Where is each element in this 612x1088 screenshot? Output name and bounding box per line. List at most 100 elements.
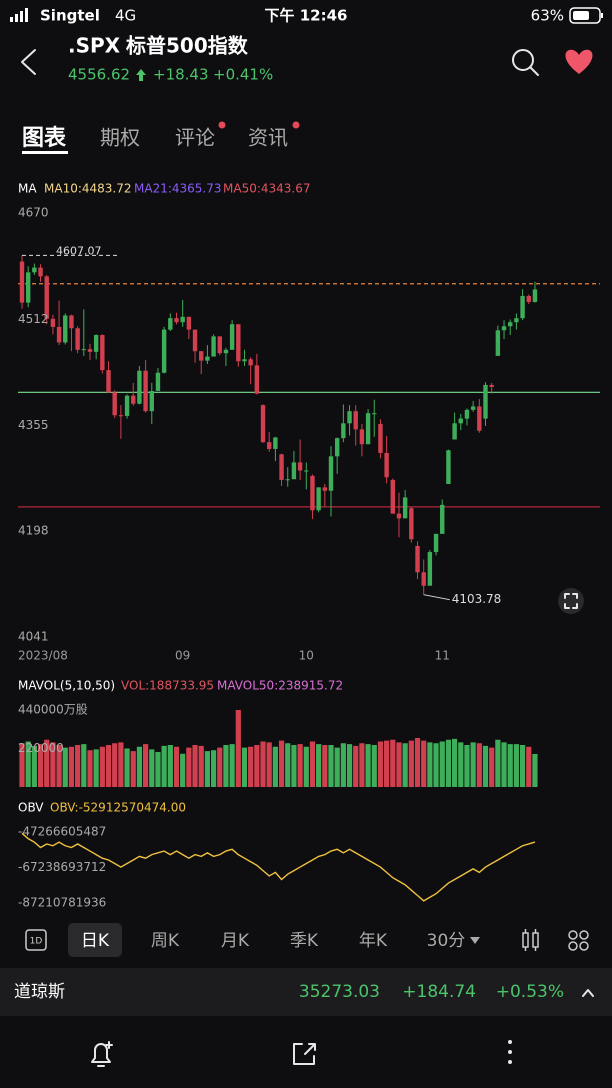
battery-icon bbox=[569, 7, 603, 24]
period-icon-label: 1D bbox=[30, 937, 43, 947]
volume-bar bbox=[328, 745, 334, 787]
candle-body bbox=[217, 336, 222, 354]
candle-body bbox=[446, 450, 451, 484]
candle-body bbox=[427, 552, 433, 586]
candle-body bbox=[291, 462, 297, 480]
volume-bar bbox=[105, 745, 112, 787]
ticker-change-pct: +0.53% bbox=[496, 982, 564, 1002]
volume-bar bbox=[62, 747, 68, 787]
candle-body bbox=[526, 295, 531, 302]
period-active-bg bbox=[68, 923, 122, 957]
fullscreen-button[interactable] bbox=[558, 588, 584, 614]
volume-bar bbox=[402, 743, 408, 787]
x-tick-label: 11 bbox=[435, 649, 450, 663]
candle-body bbox=[421, 572, 426, 586]
more-button[interactable] bbox=[508, 1040, 512, 1064]
candle-body bbox=[229, 324, 235, 350]
volume-bar bbox=[414, 738, 421, 787]
candle-body bbox=[415, 545, 420, 573]
period-button[interactable]: 30分 bbox=[427, 931, 466, 951]
volume-bar bbox=[421, 740, 427, 787]
volume-bar bbox=[439, 741, 445, 787]
period-button[interactable]: 月K bbox=[221, 931, 250, 951]
candle-body bbox=[489, 384, 494, 387]
candle-body bbox=[365, 413, 371, 445]
period-button[interactable]: 日K bbox=[81, 931, 110, 951]
price-change: +18.43 bbox=[153, 66, 209, 84]
candle-body bbox=[316, 487, 321, 511]
period-button[interactable]: 周K bbox=[151, 931, 180, 951]
volume-bar bbox=[526, 746, 532, 787]
candle-body bbox=[347, 411, 352, 424]
candle-body bbox=[56, 326, 62, 343]
period-button[interactable]: 季K bbox=[290, 931, 319, 951]
tab-active[interactable]: 图表 bbox=[22, 126, 67, 151]
y-tick-label: 4198 bbox=[18, 524, 49, 538]
volume-bar bbox=[235, 710, 241, 787]
volume-bar bbox=[489, 747, 495, 787]
volume-bar bbox=[445, 739, 452, 787]
candle-body bbox=[242, 359, 247, 362]
volume-bar bbox=[149, 749, 155, 787]
y-tick-label: 4041 bbox=[18, 630, 49, 644]
period-button[interactable]: 年K bbox=[359, 931, 388, 951]
volume-bar bbox=[143, 744, 149, 787]
tab[interactable]: 资讯 bbox=[248, 126, 288, 150]
y-tick-label: 4512 bbox=[18, 312, 49, 326]
alert-button[interactable] bbox=[91, 1041, 113, 1067]
share-button[interactable] bbox=[293, 1043, 316, 1065]
legend-item: MA50:4343.67 bbox=[223, 182, 311, 196]
volume-bar bbox=[278, 740, 285, 787]
candle-body bbox=[174, 318, 179, 323]
candle-body bbox=[124, 395, 130, 416]
candle-body bbox=[75, 328, 80, 350]
candle-body bbox=[514, 318, 519, 323]
volume-bar bbox=[297, 744, 303, 787]
volume-bar bbox=[285, 743, 291, 787]
y-tick-label: -47266605487 bbox=[18, 824, 106, 838]
candle-body bbox=[63, 315, 68, 343]
volume-bar bbox=[340, 743, 346, 787]
volume-bar bbox=[136, 746, 143, 787]
badge-dot bbox=[218, 121, 226, 129]
candle-body bbox=[433, 533, 439, 553]
volume-bar bbox=[291, 745, 297, 787]
tab[interactable]: 期权 bbox=[100, 126, 140, 150]
candle-body bbox=[161, 329, 167, 373]
volume-bar bbox=[124, 748, 130, 787]
tab-underline bbox=[22, 151, 68, 154]
back-button[interactable] bbox=[21, 49, 36, 75]
volume-bar bbox=[99, 746, 105, 787]
candle-body bbox=[50, 318, 56, 327]
ticker-bar[interactable] bbox=[0, 968, 612, 1016]
volume-bar bbox=[334, 747, 340, 787]
obv-line bbox=[21, 832, 536, 902]
volume-bar bbox=[186, 747, 192, 787]
period-icon[interactable]: 1D bbox=[25, 929, 47, 951]
network: 4G bbox=[115, 7, 136, 25]
expand-caret[interactable] bbox=[582, 989, 594, 997]
volume-bar bbox=[210, 750, 217, 787]
volume-bar bbox=[316, 744, 322, 787]
candle-body bbox=[396, 513, 402, 519]
favorite-button[interactable] bbox=[565, 49, 593, 74]
candle-body bbox=[93, 335, 99, 352]
search-button[interactable] bbox=[512, 49, 539, 76]
candle-body bbox=[236, 324, 241, 362]
tab[interactable]: 评论 bbox=[175, 126, 215, 150]
volume-bar bbox=[371, 745, 377, 787]
candle-body bbox=[483, 384, 488, 419]
layout-button[interactable] bbox=[568, 930, 589, 951]
ticker-name: 道琼斯 bbox=[14, 982, 65, 1002]
volume-bar bbox=[248, 746, 254, 787]
indicator-button[interactable] bbox=[522, 929, 539, 951]
volume-bar bbox=[260, 741, 266, 787]
legend-item: MAVOL50:238915.72 bbox=[217, 679, 343, 693]
volume-bar bbox=[44, 739, 50, 787]
candle-body bbox=[334, 438, 340, 457]
candle-body bbox=[279, 454, 284, 480]
candle-body bbox=[137, 370, 142, 404]
volume-bar bbox=[272, 746, 278, 787]
volume-bar bbox=[359, 743, 365, 787]
